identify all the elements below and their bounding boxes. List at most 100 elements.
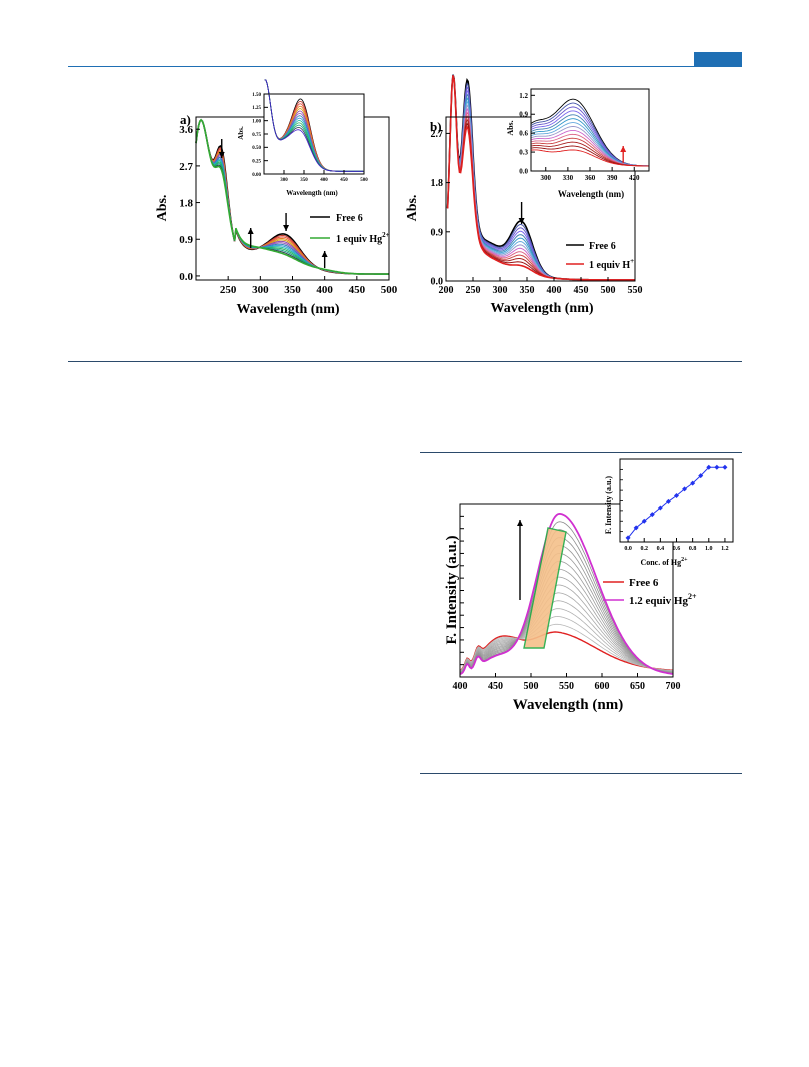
inset-c-xtick-label-1: 0.2	[640, 546, 648, 552]
c-xtick-label-2: 500	[524, 681, 539, 692]
inset-a-xtick-label-3: 450	[340, 178, 348, 183]
inset-point-c-12	[722, 464, 728, 470]
inset-point-c-6	[674, 493, 679, 499]
inset-a-xtick-label-4: 500	[360, 178, 368, 183]
header-tab	[694, 52, 742, 66]
inset-c-xtick-label-6: 1.2	[721, 546, 729, 552]
top-rule	[68, 66, 742, 67]
inset-ylabel-a: Abs.	[237, 126, 245, 140]
a-ytick-label-0: 0.0	[179, 271, 193, 283]
b-xtick-label-1: 250	[466, 285, 481, 296]
inset-bg-c	[620, 459, 733, 542]
inset-point-c-1	[633, 525, 639, 531]
inset-c-xtick-label-3: 0.6	[673, 546, 681, 552]
series-c-1	[459, 623, 674, 672]
highlight-band-c	[523, 527, 567, 649]
inset-a-xtick-label-2: 400	[320, 178, 328, 183]
c-xtick-label-1: 450	[488, 681, 503, 692]
inset-point-c-0	[625, 535, 631, 541]
series-c-4	[459, 600, 674, 672]
legend-label-h-b: 1 equiv H+	[589, 257, 634, 271]
legend-label-free6-c: Free 6	[629, 577, 659, 589]
arrow-a-1-head	[247, 228, 254, 234]
a-ytick-label-1: 0.9	[179, 234, 193, 246]
inset-b-ytick-label-1: 0.3	[519, 149, 528, 157]
inset-b-xtick-label-1: 330	[563, 174, 574, 182]
arrows-a	[218, 139, 328, 268]
legend-label-hg-c-text: 1.2 equiv Hg	[629, 595, 688, 607]
legend-label-free6-b: Free 6	[589, 241, 616, 252]
legend-label-hg-c: 1.2 equiv Hg2+	[629, 592, 697, 607]
ylabel-c: F. Intensity (a.u.)	[444, 535, 460, 644]
panel-label-b: b)	[430, 119, 442, 134]
inset-bg-a	[264, 94, 364, 174]
c-xtick-label-0: 400	[453, 681, 468, 692]
c-xtick-label-4: 600	[595, 681, 610, 692]
b-ytick-label-3: 2.7	[431, 129, 444, 140]
b-xtick-label-0: 200	[439, 285, 454, 296]
c-xtick-label-3: 550	[559, 681, 574, 692]
inset-a-ytick-label-0: 0.00	[252, 173, 261, 178]
inset-xlabel-a: Wavelength (nm)	[286, 189, 338, 197]
inset-b-xtick-label-3: 390	[607, 174, 618, 182]
inset-series-a-13	[264, 79, 364, 172]
ylabel-a: Abs.	[155, 195, 170, 222]
b-xtick-label-3: 350	[520, 285, 535, 296]
a-ytick-label-4: 3.6	[179, 124, 193, 136]
inset-a-ytick-label-6: 1.50	[252, 93, 261, 98]
legend-label-free6-a: Free 6	[336, 213, 363, 224]
series-c-8	[459, 568, 674, 673]
legend-label-h-b-text: 1 equiv H	[589, 260, 630, 271]
figure-top-rule	[420, 452, 742, 453]
inset-c-xtick-label-2: 0.4	[657, 546, 665, 552]
panel-label-a: a)	[180, 112, 191, 127]
inset-c-xtick-label-0: 0.0	[624, 546, 632, 552]
xlabel-b: Wavelength (nm)	[490, 301, 593, 316]
inset-point-c-2	[641, 518, 647, 524]
inset-xlabel-c-text: Conc. of Hg	[640, 558, 681, 567]
section-rule	[68, 361, 742, 362]
inset-a-ytick-label-4: 1.00	[252, 119, 261, 124]
a-ytick-label-2: 1.8	[179, 197, 193, 209]
inset-a-xtick-label-1: 350	[300, 178, 308, 183]
inset-a-xtick-label-0: 300	[280, 178, 288, 183]
inset-xlabel-b: Wavelength (nm)	[558, 189, 624, 199]
inset-point-c-4	[657, 505, 663, 511]
series-c-6	[459, 584, 674, 673]
b-ytick-label-0: 0.0	[431, 277, 444, 288]
arrow-c-0-head	[517, 520, 523, 526]
b-xtick-label-5: 450	[574, 285, 589, 296]
arrow-b-0-head	[518, 218, 525, 224]
series-c-3	[459, 608, 674, 672]
legend-label-hg-a-text: 1 equiv Hg	[336, 234, 382, 245]
xlabel-a: Wavelength (nm)	[236, 302, 339, 317]
inset-b-xtick-label-0: 300	[541, 174, 552, 182]
inset-c-xtick-label-5: 1.0	[705, 546, 713, 552]
a-ytick-label-3: 2.7	[179, 161, 193, 173]
inset-b-ytick-label-3: 0.9	[519, 111, 528, 119]
inset-series-b-13	[530, 149, 649, 167]
inset-point-c-7	[682, 486, 688, 492]
inset-a-ytick-label-2: 0.50	[252, 146, 261, 151]
series-c-7	[459, 576, 674, 673]
inset-a-ytick-label-5: 1.25	[252, 106, 261, 111]
a-xtick-label-3: 400	[316, 284, 333, 296]
inset-point-c-5	[665, 498, 671, 504]
inset-xlabel-c: Conc. of Hg2+	[640, 557, 688, 567]
inset-arrow-b-head	[620, 146, 627, 152]
inset-point-c-11	[714, 464, 720, 470]
ylabel-b: Abs.	[405, 195, 420, 222]
series-c-5	[459, 592, 674, 673]
inset-point-c-9	[698, 473, 704, 479]
legend-label-hg-a: 1 equiv Hg2+	[336, 231, 390, 245]
a-xtick-label-4: 450	[349, 284, 366, 296]
inset-b-xtick-label-4: 420	[629, 174, 640, 182]
arrow-a-3-head	[321, 251, 328, 257]
inset-ylabel-c: F. Intensity (a.u.)	[604, 476, 613, 534]
legend-label-hg-c-sup: 2+	[688, 592, 697, 601]
legend-label-h-b-sup: +	[630, 257, 634, 265]
series-c-15	[459, 512, 674, 675]
